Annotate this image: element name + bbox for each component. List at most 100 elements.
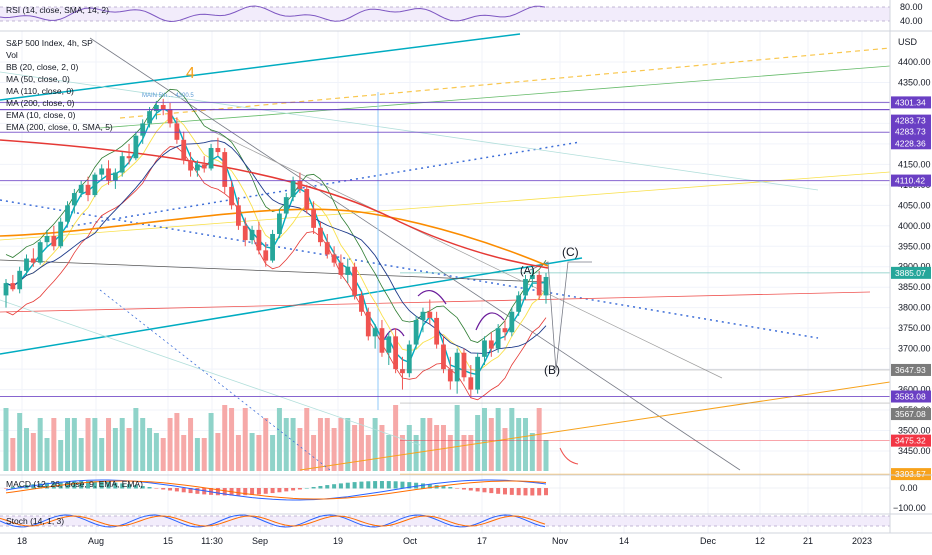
annotation-2: (A) bbox=[520, 265, 535, 277]
time-tick-0: 18 bbox=[17, 536, 27, 546]
price-pane[interactable]: 4 (C) (A) (B) MAIN 5th ... 4300.5 bbox=[0, 33, 891, 475]
candle-body-26 bbox=[181, 139, 187, 161]
price-tick-7: 4050.00 bbox=[898, 200, 931, 210]
volume-bar-11 bbox=[78, 438, 84, 471]
volume-bar-10 bbox=[71, 418, 77, 471]
macd-label: MACD (12, 26, close, 9, EMA, EMA) bbox=[6, 479, 143, 489]
candle-body-64 bbox=[441, 344, 446, 370]
arc-3 bbox=[475, 312, 505, 331]
candle-body-67 bbox=[461, 352, 467, 378]
volume-bar-76 bbox=[522, 418, 528, 471]
candle-body-42 bbox=[290, 180, 296, 198]
price-tick-16: 3600.00 bbox=[898, 385, 931, 395]
macd-bar-11 bbox=[79, 481, 84, 489]
time-tick-6: Oct bbox=[403, 536, 418, 546]
price-tick-0: 4400.00 bbox=[898, 57, 931, 67]
horizontal-levels bbox=[0, 101, 890, 475]
macd-bar-12 bbox=[86, 481, 91, 489]
price-label-box-3 bbox=[891, 137, 931, 150]
volume-bar-55 bbox=[379, 425, 385, 471]
macd-bar-54 bbox=[373, 481, 378, 489]
rsi-label: RSI (14, close, SMA, 14, 2) bbox=[6, 5, 109, 15]
candle-body-40 bbox=[277, 213, 282, 234]
indicator-ma50: MA (50, close, 0) bbox=[6, 74, 70, 84]
time-axis[interactable]: 18 Aug 15 11:30 Sep 19 Oct 17 Nov 14 Dec 12 21 2023 bbox=[17, 536, 872, 546]
indicator-legend: S&P 500 Index, 4h, SP Vol BB (20, close,… bbox=[6, 38, 113, 132]
macd-bar-13 bbox=[92, 481, 97, 489]
trendline-dotted-blue-up bbox=[59, 141, 581, 229]
macd-bar-76 bbox=[523, 488, 528, 496]
price-tick-10: 3900.00 bbox=[898, 262, 931, 272]
candle-body-73 bbox=[502, 328, 508, 333]
price-label-box-10 bbox=[891, 468, 931, 481]
volume-bar-50 bbox=[345, 418, 351, 471]
candle-body-15 bbox=[106, 168, 111, 181]
candle-body-55 bbox=[379, 328, 385, 353]
price-axis-unit: USD bbox=[898, 37, 918, 47]
macd-bar-60 bbox=[414, 482, 419, 489]
macd-bar-75 bbox=[516, 488, 521, 496]
volume-bar-75 bbox=[516, 418, 522, 471]
macd-bar-78 bbox=[537, 488, 542, 496]
time-tick-12: 21 bbox=[803, 536, 813, 546]
volume-bar-67 bbox=[461, 435, 467, 471]
price-label-box-4 bbox=[891, 174, 931, 187]
volume-bar-63 bbox=[434, 425, 440, 471]
volume-bar-66 bbox=[454, 405, 460, 471]
stoch-pane[interactable]: Stoch (14, 1, 3) bbox=[0, 514, 890, 528]
volume-bar-17 bbox=[119, 418, 125, 471]
annotations: 4 (C) (A) (B) MAIN 5th ... 4300.5 bbox=[142, 65, 579, 377]
macd-bar-5 bbox=[38, 483, 43, 489]
trendline-yellow bbox=[0, 171, 891, 241]
macd-bar-62 bbox=[427, 484, 432, 489]
candle-body-13 bbox=[92, 174, 98, 196]
candle-body-54 bbox=[372, 328, 378, 337]
time-tick-11: 12 bbox=[755, 536, 765, 546]
macd-bar-36 bbox=[250, 488, 255, 495]
volume-bar-13 bbox=[92, 418, 98, 471]
volume-bar-31 bbox=[215, 433, 221, 471]
price-label-box-5 bbox=[891, 266, 931, 279]
volume-bar-35 bbox=[242, 408, 248, 471]
candle-body-48 bbox=[331, 254, 337, 263]
macd-bar-72 bbox=[496, 488, 501, 494]
macd-bar-59 bbox=[407, 482, 412, 489]
volume-bar-33 bbox=[229, 408, 235, 471]
trendline-grey bbox=[209, 129, 723, 379]
volume-bar-51 bbox=[352, 425, 358, 471]
candle-body-31 bbox=[215, 147, 221, 153]
macd-bar-22 bbox=[154, 488, 159, 489]
macd-pane[interactable]: MACD (12, 26, close, 9, EMA, EMA) 0.00 −… bbox=[0, 479, 926, 513]
price-label-7: 3583.08 bbox=[895, 392, 926, 402]
macd-bar-10 bbox=[72, 481, 77, 489]
volume-bar-23 bbox=[160, 438, 166, 471]
candle-body-62 bbox=[427, 311, 433, 318]
price-label-box-7 bbox=[891, 390, 931, 403]
volume-bars bbox=[3, 405, 549, 471]
volume-bar-64 bbox=[440, 425, 446, 471]
volume-bar-1 bbox=[10, 438, 16, 471]
rsi-pane[interactable]: RSI (14, close, SMA, 14, 2) 80.00 40.00 bbox=[0, 0, 923, 30]
volume-bar-12 bbox=[85, 418, 91, 471]
indicator-ma200: MA (200, close, 0) bbox=[6, 98, 75, 108]
macd-bar-0 bbox=[4, 488, 8, 489]
stoch-d-line bbox=[0, 515, 546, 527]
trendline-red bbox=[0, 291, 871, 313]
macd-bar-58 bbox=[400, 481, 405, 489]
macd-bar-40 bbox=[277, 488, 282, 493]
macd-line bbox=[5, 479, 547, 501]
candle-body-25 bbox=[174, 123, 180, 140]
candle-body-71 bbox=[488, 340, 494, 349]
candle-body-78 bbox=[536, 274, 542, 296]
macd-bar-39 bbox=[270, 488, 275, 494]
time-tick-3: 11:30 bbox=[201, 536, 223, 546]
price-tick-14: 3700.00 bbox=[898, 344, 931, 354]
price-axis[interactable]: USD 4400.004350.004300.004250.004200.004… bbox=[891, 37, 931, 481]
volume-bar-20 bbox=[140, 418, 146, 471]
volume-bar-27 bbox=[188, 418, 194, 471]
candle-body-57 bbox=[393, 336, 399, 370]
arc-1 bbox=[383, 328, 405, 341]
volume-bar-73 bbox=[502, 428, 508, 471]
annotation-3: (B) bbox=[544, 363, 560, 377]
